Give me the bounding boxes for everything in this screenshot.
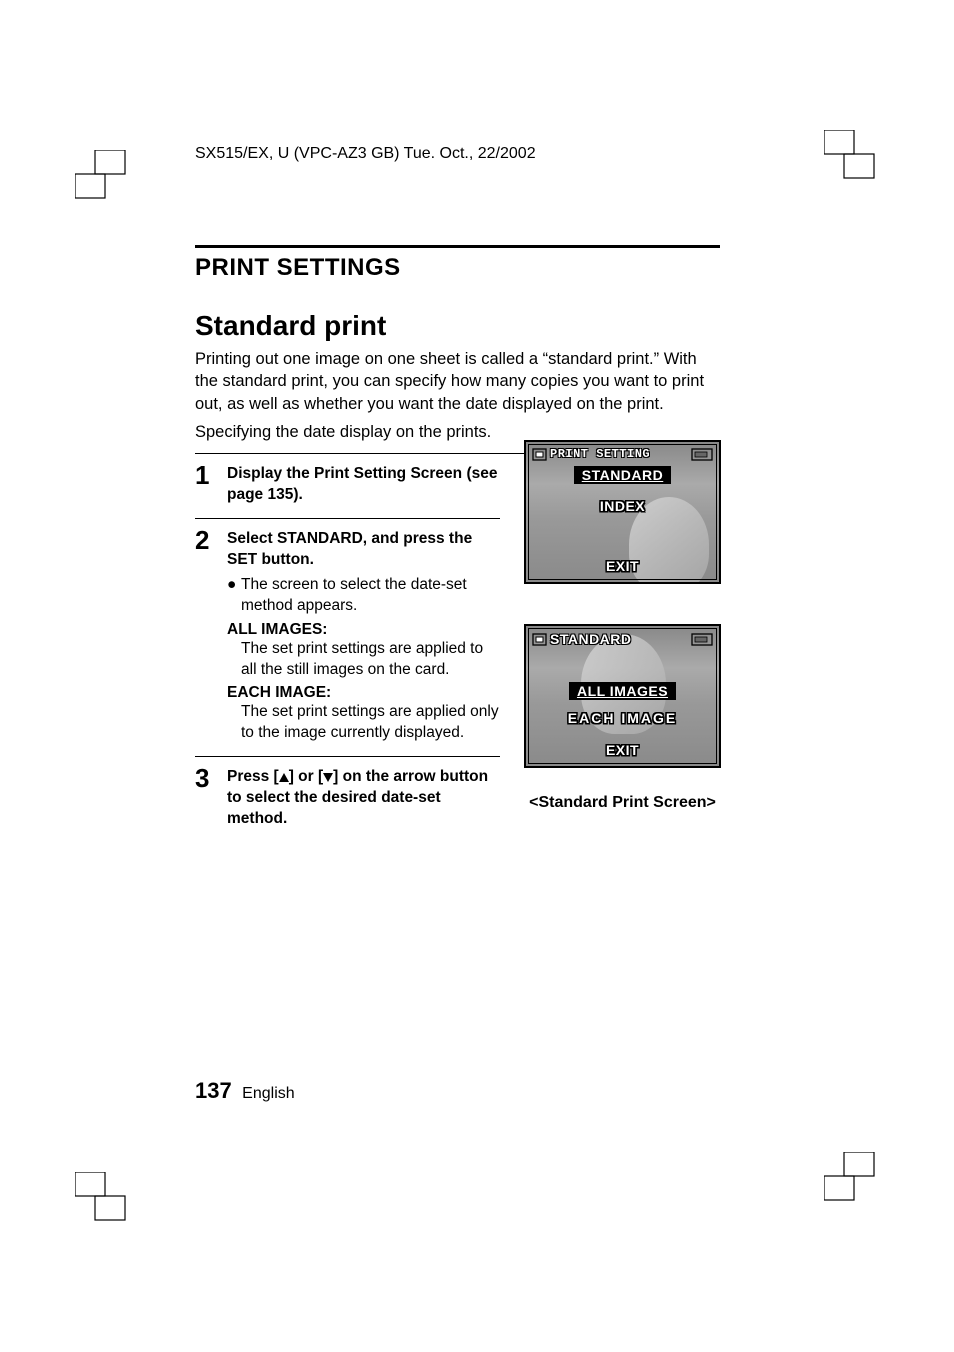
screen-caption: <Standard Print Screen>: [524, 794, 721, 812]
page-language: English: [242, 1085, 294, 1102]
page-number: 137: [195, 1078, 232, 1103]
step-number: 1: [195, 462, 227, 488]
step-2-all-label: ALL IMAGES:: [227, 621, 500, 639]
page-footer: 137 English: [195, 1078, 295, 1104]
step-1: 1 Display the Print Setting Screen (see …: [195, 464, 500, 510]
step-2-all-text: The set print settings are applied to al…: [241, 639, 500, 681]
menu-index: INDEX: [526, 498, 719, 514]
card-icon: [691, 448, 713, 461]
screen-2-title: STANDARD: [550, 631, 632, 647]
standard-screen: STANDARD ALL IMAGES EACH IMAGE EXIT: [524, 624, 721, 768]
step-divider: [195, 518, 500, 519]
card-icon: [691, 633, 713, 646]
step-number: 2: [195, 527, 227, 553]
step-3: 3 Press [] or [] on the arrow button to …: [195, 767, 500, 834]
section-heading: PRINT SETTINGS: [195, 254, 720, 282]
intro-paragraph-1: Printing out one image on one sheet is c…: [195, 348, 720, 415]
top-rule: [195, 245, 720, 248]
menu-each-image: EACH IMAGE: [526, 710, 719, 726]
print-icon: [532, 448, 547, 461]
step-2-title: Select STANDARD, and press the SET butto…: [227, 529, 500, 571]
step-2-bullet-text: The screen to select the date-set method…: [241, 575, 500, 617]
page-header: SX515/EX, U (VPC-AZ3 GB) Tue. Oct., 22/2…: [195, 145, 536, 163]
step-2-each-text: The set print settings are applied only …: [241, 702, 500, 744]
step-1-title: Display the Print Setting Screen (see pa…: [227, 464, 500, 506]
print-icon: [532, 633, 547, 646]
crop-mark-tr: [824, 130, 879, 190]
menu-exit: EXIT: [526, 742, 719, 758]
step-3-title: Press [] or [] on the arrow button to se…: [227, 767, 500, 830]
screen-1-title: PRINT SETTING: [550, 447, 650, 461]
crop-mark-br: [824, 1152, 879, 1212]
down-arrow-icon: [323, 773, 333, 782]
subtitle: Standard print: [195, 310, 720, 342]
print-setting-screen: PRINT SETTING STANDARD INDEX EXIT: [524, 440, 721, 584]
step-divider: [195, 756, 500, 757]
step-2-bullet: ● The screen to select the date-set meth…: [227, 575, 500, 617]
menu-exit: EXIT: [526, 558, 719, 574]
menu-all-images: ALL IMAGES: [526, 682, 719, 700]
crop-mark-tl: [75, 150, 130, 210]
up-arrow-icon: [279, 773, 289, 782]
menu-standard: STANDARD: [526, 466, 719, 484]
step-number: 3: [195, 765, 227, 791]
step-2: 2 Select STANDARD, and press the SET but…: [195, 529, 500, 748]
crop-mark-bl: [75, 1172, 130, 1232]
step-2-each-label: EACH IMAGE:: [227, 684, 500, 702]
